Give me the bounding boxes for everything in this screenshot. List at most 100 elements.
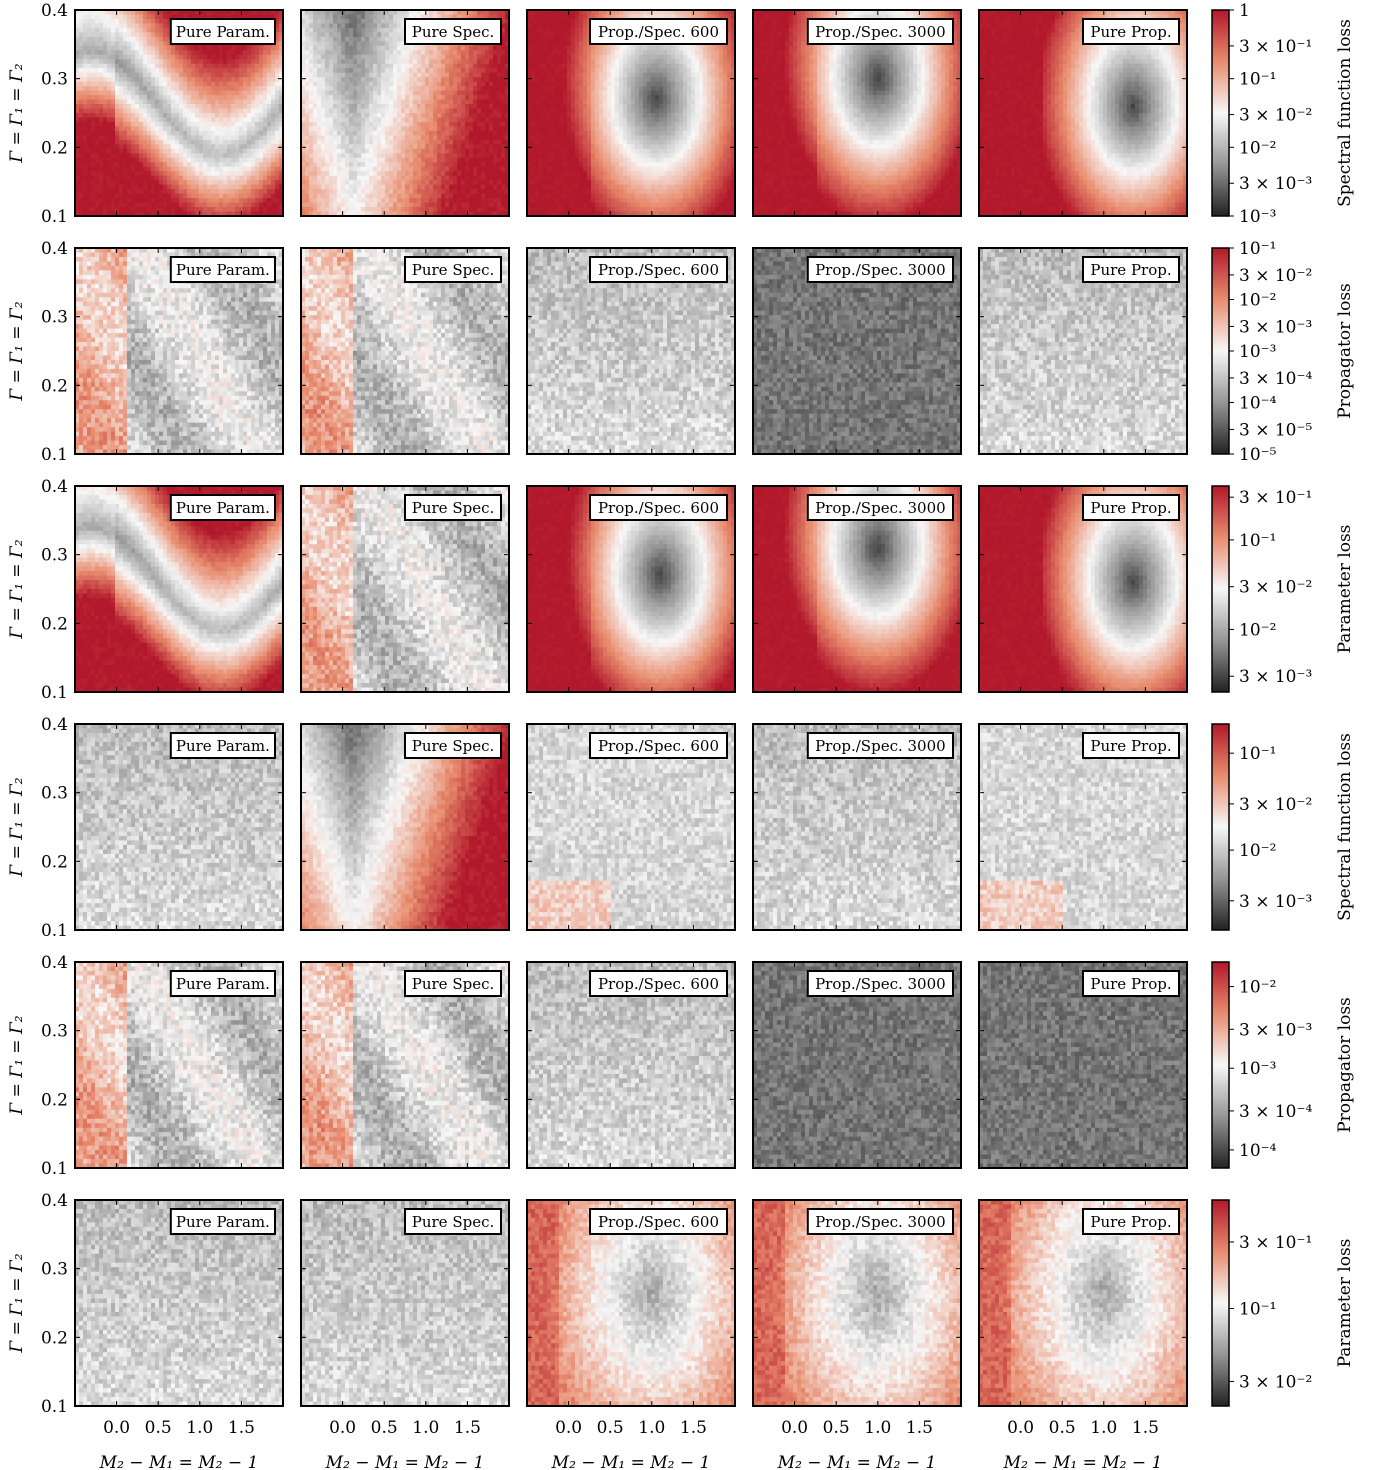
colorbar-tick-label: 3 × 10⁻² xyxy=(1239,795,1312,815)
y-tick-label: 0.2 xyxy=(41,1328,68,1348)
y-axis-label: Γ = Γ₁ = Γ₂ xyxy=(7,539,27,639)
x-tick-labels: 0.0 0.5 1.0 1.5M₂ − M₁ = M₂ − 1 xyxy=(777,1418,937,1470)
colorbar-label: Parameter loss xyxy=(1335,525,1355,654)
colorbar-tick-label: 3 × 10⁻² xyxy=(1239,106,1312,126)
panel-label: Pure Param. xyxy=(171,971,275,996)
colorbar-tick-label: 10⁻² xyxy=(1239,138,1276,158)
x-tick-label: 1.5 xyxy=(680,1418,707,1438)
colorbar-tick-label: 3 × 10⁻⁵ xyxy=(1239,420,1312,440)
panel-label: Pure Spec. xyxy=(405,1209,501,1234)
x-tick-label: 0.5 xyxy=(145,1418,172,1438)
panel-label: Pure Prop. xyxy=(1083,257,1179,282)
x-tick-label: 0.5 xyxy=(823,1418,850,1438)
y-tick-label: 0.1 xyxy=(41,921,68,941)
y-tick-label: 0.3 xyxy=(41,308,68,328)
colorbar-tick-label: 3 × 10⁻⁴ xyxy=(1239,369,1312,389)
heatmap-panel: Pure Param. xyxy=(75,1200,284,1407)
heatmap-panel: Pure Prop. xyxy=(979,10,1188,217)
colorbar-tick-label: 10⁻² xyxy=(1239,841,1276,861)
x-tick-label: 1.0 xyxy=(864,1418,891,1438)
y-tick-label: 0.4 xyxy=(41,953,68,973)
panel-label: Pure Prop. xyxy=(1083,19,1179,44)
colorbar-tick-label: 10⁻³ xyxy=(1239,207,1276,227)
heatmap-panel: Pure Param. xyxy=(75,248,284,455)
x-tick-labels: 0.0 0.5 1.0 1.5M₂ − M₁ = M₂ − 1 xyxy=(551,1418,711,1470)
x-tick-label: 1.0 xyxy=(1090,1418,1117,1438)
colorbar-tick-label: 10⁻¹ xyxy=(1239,531,1276,551)
y-tick-label: 0.3 xyxy=(41,546,68,566)
colorbar-scale xyxy=(1212,248,1229,454)
colorbar-tick-label: 3 × 10⁻¹ xyxy=(1239,1233,1312,1253)
colorbar-tick-label: 10⁻³ xyxy=(1239,1059,1276,1079)
colorbar-tick-label: 10⁻³ xyxy=(1239,342,1276,362)
colorbar-tick-label: 3 × 10⁻² xyxy=(1239,1372,1312,1392)
panel-label: Pure Spec. xyxy=(405,257,501,282)
colorbar: 10⁻¹3 × 10⁻²10⁻²3 × 10⁻³ Spectral functio… xyxy=(1212,724,1355,930)
heatmap-panel: Prop./Spec. 3000 xyxy=(753,724,962,931)
heatmap-panel: Prop./Spec. 3000 xyxy=(753,248,962,455)
x-axis-label: M₂ − M₁ = M₂ − 1 xyxy=(551,1453,711,1470)
heatmap-panel: Pure Param. xyxy=(75,486,284,693)
colorbar-tick-label: 3 × 10⁻² xyxy=(1239,578,1312,598)
x-tick-label: 0.5 xyxy=(371,1418,398,1438)
y-tick-label: 0.2 xyxy=(41,376,68,396)
panel-label: Prop./Spec. 3000 xyxy=(808,495,953,520)
x-tick-label: 0.0 xyxy=(555,1418,582,1438)
colorbar-tick-label: 3 × 10⁻³ xyxy=(1239,892,1312,912)
x-tick-label: 0.5 xyxy=(1049,1418,1076,1438)
panel-label: Pure Prop. xyxy=(1083,733,1179,758)
y-tick-label: 0.2 xyxy=(41,852,68,872)
x-axis-label: M₂ − M₁ = M₂ − 1 xyxy=(777,1453,937,1470)
colorbar-scale xyxy=(1212,1200,1229,1406)
heatmap-panel: Pure Prop. xyxy=(979,724,1188,931)
colorbar-tick-label: 10⁻¹ xyxy=(1239,239,1276,259)
y-axis-label: Γ = Γ₁ = Γ₂ xyxy=(7,63,27,163)
colorbar-scale xyxy=(1212,10,1229,216)
panel-label: Pure Prop. xyxy=(1083,971,1179,996)
x-tick-label: 1.0 xyxy=(638,1418,665,1438)
heatmap-panel: Pure Spec. xyxy=(301,962,510,1169)
y-tick-labels: 0.10.20.30.4 xyxy=(41,1,68,227)
panel-label: Prop./Spec. 3000 xyxy=(808,257,953,282)
heatmap-panel: Pure Param. xyxy=(75,724,284,931)
y-tick-label: 0.1 xyxy=(41,1397,68,1417)
y-tick-labels: 0.10.20.30.4 xyxy=(41,1191,68,1417)
x-axis-label: M₂ − M₁ = M₂ − 1 xyxy=(1003,1453,1163,1470)
panel-label: Pure Prop. xyxy=(1083,495,1179,520)
panel-label: Pure Spec. xyxy=(405,495,501,520)
colorbar-label: Propagator loss xyxy=(1335,283,1355,419)
heatmap-panel: Prop./Spec. 3000 xyxy=(753,10,962,217)
panel-label: Pure Spec. xyxy=(405,19,501,44)
x-tick-labels: 0.0 0.5 1.0 1.5M₂ − M₁ = M₂ − 1 xyxy=(99,1418,259,1470)
panel-label: Prop./Spec. 600 xyxy=(590,733,727,758)
y-tick-label: 0.3 xyxy=(41,784,68,804)
colorbar: 3 × 10⁻¹10⁻¹3 × 10⁻²10⁻²3 × 10⁻³Paramete… xyxy=(1212,486,1355,692)
heatmap-panel: Pure Spec. xyxy=(301,10,510,217)
heatmap-panel: Pure Spec. xyxy=(301,1200,510,1407)
panel-label: Pure Prop. xyxy=(1083,1209,1179,1234)
colorbar-tick-label: 10⁻² xyxy=(1239,620,1276,640)
y-tick-label: 0.2 xyxy=(41,614,68,634)
panel-label: Pure Spec. xyxy=(405,971,501,996)
heatmap-grid: Pure Param. Pure Spec. Prop./Spec. 600 Prop… xyxy=(75,10,1188,1407)
x-axis-label: M₂ − M₁ = M₂ − 1 xyxy=(325,1453,485,1470)
colorbar-tick-label: 3 × 10⁻¹ xyxy=(1239,488,1312,508)
colorbar-label: Parameter loss xyxy=(1335,1239,1355,1368)
heatmap-panel: Pure Prop. xyxy=(979,962,1188,1169)
y-tick-label: 0.4 xyxy=(41,715,68,735)
y-tick-label: 0.1 xyxy=(41,1159,68,1179)
x-tick-label: 0.0 xyxy=(329,1418,356,1438)
colorbar-tick-label: 10⁻² xyxy=(1239,291,1276,311)
y-tick-labels: 0.10.20.30.4 xyxy=(41,477,68,703)
y-tick-labels: 0.10.20.30.4 xyxy=(41,953,68,1179)
heatmap-panel: Pure Param. xyxy=(75,10,284,217)
panel-label: Prop./Spec. 600 xyxy=(590,19,727,44)
y-tick-labels: 0.10.20.30.4 xyxy=(41,239,68,465)
y-tick-label: 0.1 xyxy=(41,683,68,703)
y-tick-label: 0.2 xyxy=(41,138,68,158)
colorbar-tick-label: 3 × 10⁻⁴ xyxy=(1239,1102,1312,1122)
panel-label: Pure Param. xyxy=(171,495,275,520)
colorbar-tick-label: 1 xyxy=(1239,1,1250,21)
